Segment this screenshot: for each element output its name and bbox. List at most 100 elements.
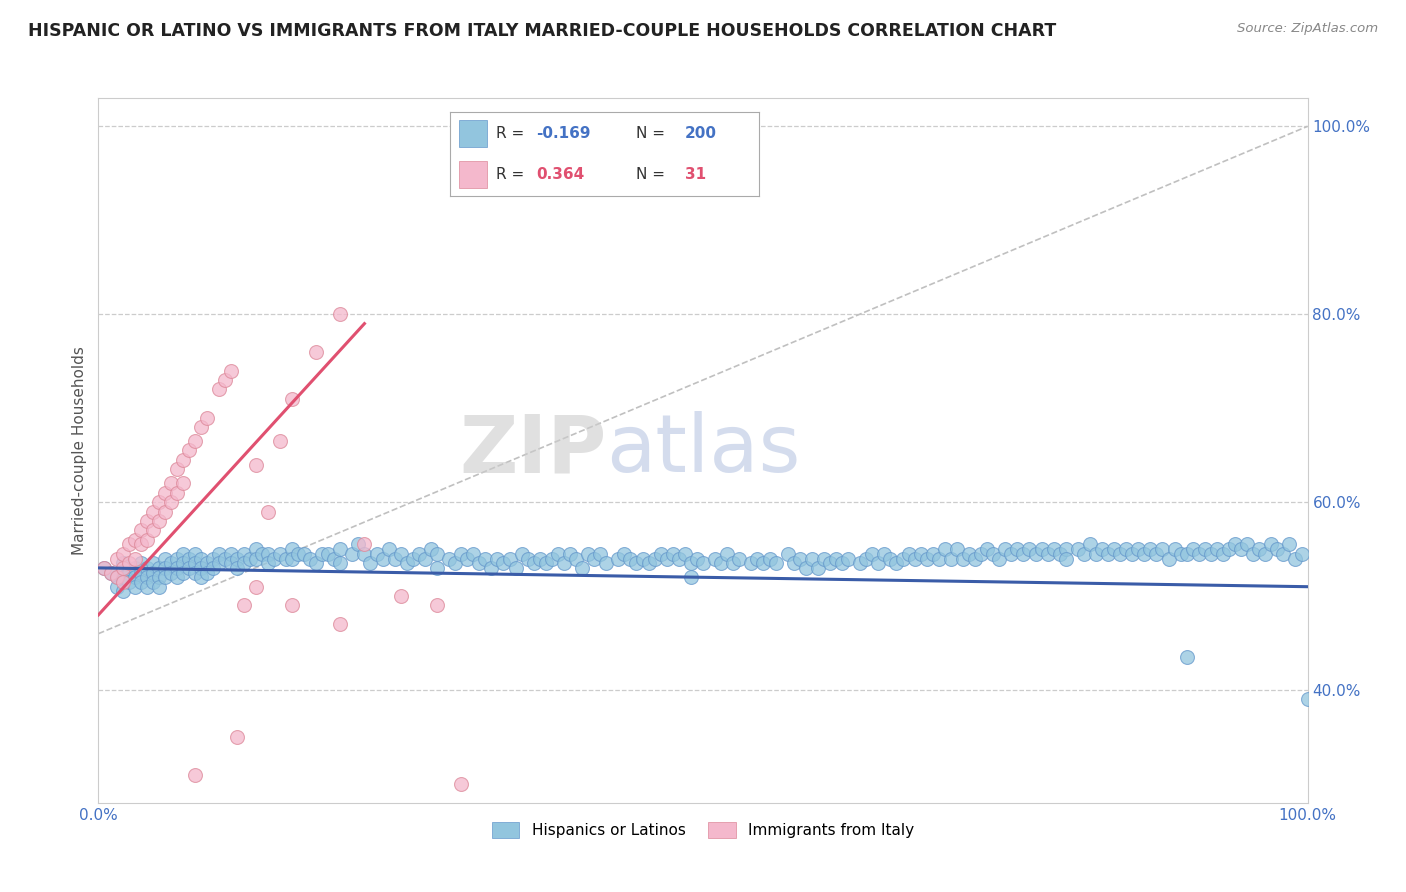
Point [160,495,183,509]
Point [1128,542,1150,557]
Point [765,556,787,570]
Point [710,556,733,570]
Point [190,420,212,434]
Text: atlas: atlas [606,411,800,490]
Point [1284,551,1306,566]
Point [245,542,267,557]
Point [93,561,115,575]
Point [426,547,449,561]
Point [305,344,328,359]
Point [837,551,859,566]
Point [571,561,593,575]
Point [510,547,533,561]
Point [595,556,617,570]
Point [153,570,176,584]
Point [1049,547,1071,561]
Point [1199,547,1222,561]
Point [142,504,165,518]
Point [981,547,1004,561]
Point [389,547,412,561]
Text: R =: R = [496,167,530,182]
Point [135,561,157,575]
Point [1223,537,1246,551]
Point [879,551,901,566]
Point [492,556,515,570]
Point [129,556,152,570]
Point [232,556,254,570]
Text: R =: R = [496,126,530,141]
Point [679,556,702,570]
Point [952,551,974,566]
Point [166,551,188,566]
Point [1278,537,1301,551]
Text: N =: N = [636,167,669,182]
Point [256,556,278,570]
Point [221,556,243,570]
Point [1146,547,1168,561]
Point [129,574,152,589]
Point [661,547,683,561]
Point [1012,547,1035,561]
Point [1007,542,1029,557]
Point [124,570,146,584]
Point [728,551,751,566]
Point [825,551,848,566]
Point [202,561,225,575]
Point [868,556,890,570]
Point [111,584,134,599]
Point [118,574,141,589]
Point [910,547,932,561]
Point [402,551,425,566]
Point [723,556,745,570]
Point [135,514,157,528]
Point [124,561,146,575]
Point [1024,547,1046,561]
Point [408,547,430,561]
Point [323,551,346,566]
Point [299,551,322,566]
Point [915,551,938,566]
Point [626,556,648,570]
Point [1000,547,1022,561]
Point [135,570,157,584]
Point [1212,547,1234,561]
Point [1031,542,1053,557]
Point [939,551,962,566]
Point [153,551,176,566]
Point [105,551,128,566]
Point [269,547,291,561]
Point [607,551,630,566]
Point [93,561,115,575]
Point [934,542,956,557]
Point [505,561,527,575]
Point [450,547,472,561]
Point [1121,547,1143,561]
Point [118,566,141,580]
Point [111,547,134,561]
Text: HISPANIC OR LATINO VS IMMIGRANTS FROM ITALY MARRIED-COUPLE HOUSEHOLDS CORRELATIO: HISPANIC OR LATINO VS IMMIGRANTS FROM IT… [28,22,1056,40]
Point [1091,542,1114,557]
Point [292,547,315,561]
Point [124,551,146,566]
Point [782,556,804,570]
Point [886,556,908,570]
Point [1291,547,1313,561]
Point [1194,542,1216,557]
Point [316,547,339,561]
Point [269,434,291,448]
Point [1042,542,1064,557]
Point [208,383,231,397]
Point [450,777,472,791]
Point [1181,542,1204,557]
Point [849,556,872,570]
Point [395,556,418,570]
Point [965,551,987,566]
Point [904,551,927,566]
Point [1102,542,1125,557]
Point [679,570,702,584]
Point [232,599,254,613]
Point [129,537,152,551]
Point [274,551,297,566]
Point [813,551,835,566]
Point [256,547,278,561]
